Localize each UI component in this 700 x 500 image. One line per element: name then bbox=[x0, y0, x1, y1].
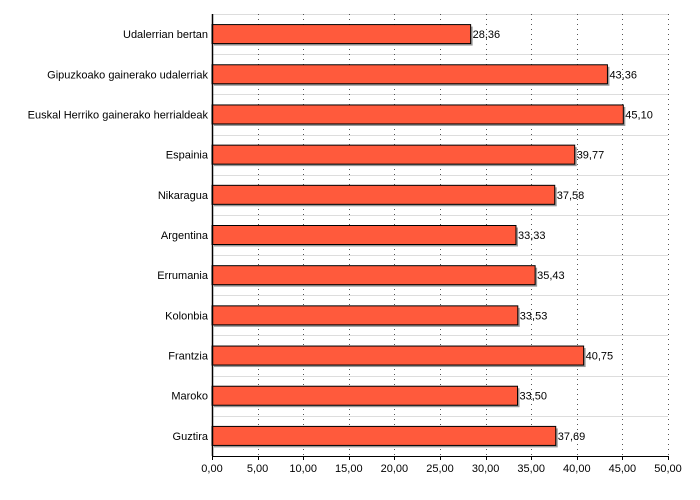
x-tick-label: 30,00 bbox=[472, 463, 500, 475]
data-label: 33,53 bbox=[520, 310, 548, 322]
data-label: 33,50 bbox=[520, 391, 548, 403]
bar bbox=[211, 64, 608, 85]
bar bbox=[211, 184, 556, 205]
category-label: Argentina bbox=[161, 230, 209, 242]
x-tick-label: 40,00 bbox=[563, 463, 591, 475]
category-label: Errumania bbox=[157, 270, 209, 282]
x-tick-label: 20,00 bbox=[381, 463, 409, 475]
x-tick-label: 10,00 bbox=[289, 463, 317, 475]
x-tick-label: 35,00 bbox=[517, 463, 545, 475]
data-label: 45,10 bbox=[625, 109, 653, 121]
data-label: 37,69 bbox=[558, 431, 586, 443]
bar bbox=[211, 104, 624, 125]
bar bbox=[211, 425, 557, 446]
data-label: 37,58 bbox=[557, 190, 585, 202]
bar bbox=[211, 225, 517, 245]
x-tick-label: 5,00 bbox=[247, 463, 268, 475]
data-label: 35,43 bbox=[537, 270, 565, 282]
bar bbox=[211, 265, 536, 286]
category-label: Espainia bbox=[166, 150, 209, 162]
x-tick-label: 45,00 bbox=[609, 463, 637, 475]
bar bbox=[211, 24, 472, 45]
x-tick-label: 0,00 bbox=[201, 463, 222, 475]
labels: 28,36 Udalerrian bertan 43,36 Gipuzkoako ga… bbox=[28, 29, 682, 475]
data-label: 40,75 bbox=[586, 351, 614, 363]
category-label: Kolonbia bbox=[165, 310, 209, 322]
category-label: Udalerrian bertan bbox=[123, 29, 208, 41]
bar bbox=[211, 385, 519, 406]
data-label: 43,36 bbox=[609, 69, 637, 81]
category-label: Nikaragua bbox=[158, 190, 209, 202]
bar bbox=[211, 305, 519, 326]
category-label: Guztira bbox=[173, 431, 209, 443]
bar bbox=[211, 345, 585, 366]
category-label: Maroko bbox=[171, 391, 208, 403]
x-tick-label: 50,00 bbox=[654, 463, 682, 475]
axes bbox=[211, 14, 669, 460]
data-label: 39,77 bbox=[577, 150, 605, 162]
category-label: Gipuzkoako gainerako udalerriak bbox=[47, 69, 208, 81]
data-label: 28,36 bbox=[473, 29, 501, 41]
category-label: Frantzia bbox=[168, 351, 209, 363]
x-tick-label: 15,00 bbox=[335, 463, 363, 475]
bars bbox=[211, 24, 626, 448]
data-label: 33,33 bbox=[518, 230, 546, 242]
bar bbox=[211, 144, 576, 165]
category-label: Euskal Herriko gainerako herrialdeak bbox=[28, 109, 209, 121]
x-tick-label: 25,00 bbox=[426, 463, 454, 475]
